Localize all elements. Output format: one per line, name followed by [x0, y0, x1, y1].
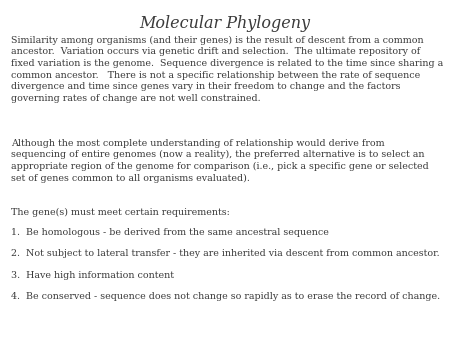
Text: Similarity among organisms (and their genes) is the result of descent from a com: Similarity among organisms (and their ge… [11, 35, 444, 103]
Text: Molecular Phylogeny: Molecular Phylogeny [140, 15, 310, 32]
Text: 2.  Not subject to lateral transfer - they are inherited via descent from common: 2. Not subject to lateral transfer - the… [11, 249, 440, 259]
Text: 1.  Be homologous - be derived from the same ancestral sequence: 1. Be homologous - be derived from the s… [11, 228, 329, 237]
Text: The gene(s) must meet certain requirements:: The gene(s) must meet certain requiremen… [11, 208, 230, 217]
Text: Although the most complete understanding of relationship would derive from
seque: Although the most complete understanding… [11, 139, 429, 183]
Text: 4.  Be conserved - sequence does not change so rapidly as to erase the record of: 4. Be conserved - sequence does not chan… [11, 292, 441, 301]
Text: 3.  Have high information content: 3. Have high information content [11, 271, 174, 280]
